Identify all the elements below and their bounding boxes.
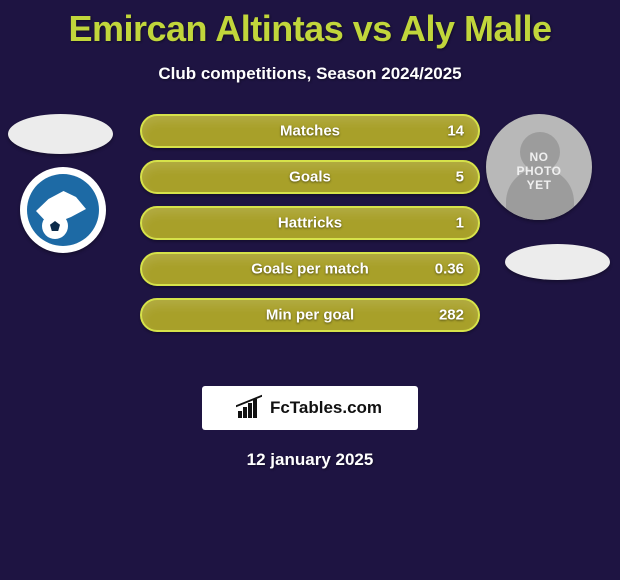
page-title: Emircan Altintas vs Aly Malle [0,0,620,50]
stat-label: Goals per match [251,261,369,278]
stat-value-right: 5 [456,169,464,186]
stat-bar-min-per-goal: Min per goal 282 [140,298,480,332]
player2-avatar-placeholder: NO PHOTO YET [486,114,592,220]
stat-value-right: 14 [447,123,464,140]
stat-label: Hattricks [278,215,342,232]
stat-bar-hattricks: Hattricks 1 [140,206,480,240]
stat-value-right: 282 [439,307,464,324]
snapshot-date: 12 january 2025 [0,450,620,470]
comparison-stage: NO PHOTO YET Matches 14 Goals 5 Hattrick… [0,114,620,374]
stat-label: Matches [280,123,340,140]
stat-bar-matches: Matches 14 [140,114,480,148]
stat-label: Min per goal [266,307,354,324]
avatar-text-line3: YET [486,178,592,192]
stat-value-right: 1 [456,215,464,232]
stat-value-right: 0.36 [435,261,464,278]
page-subtitle: Club competitions, Season 2024/2025 [0,64,620,84]
player1-club-crest [20,167,120,253]
stat-bar-goals: Goals 5 [140,160,480,194]
stat-label: Goals [289,169,331,186]
player2-flag-placeholder [505,244,610,280]
brand-chart-icon [238,398,264,418]
stat-bar-goals-per-match: Goals per match 0.36 [140,252,480,286]
brand-attribution[interactable]: FcTables.com [202,386,418,430]
brand-text: FcTables.com [270,398,382,418]
avatar-text-line1: NO [486,150,592,164]
player1-flag-placeholder [8,114,113,154]
avatar-text-line2: PHOTO [486,164,592,178]
